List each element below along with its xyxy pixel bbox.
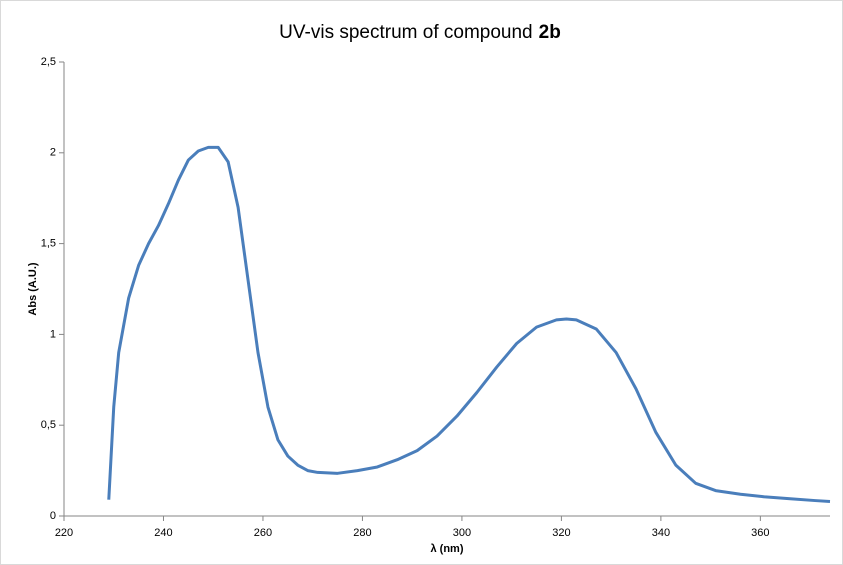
x-tick-label: 300	[453, 527, 471, 539]
y-tick-label: 2	[50, 147, 56, 159]
x-axis-label: λ (nm)	[431, 543, 464, 555]
title-emphasis: 2b	[539, 22, 561, 43]
y-axis-label: Abs (A.U.)	[27, 262, 39, 316]
title-text: UV-vis spectrum of compound	[279, 22, 532, 43]
y-tick-label: 0,5	[41, 419, 56, 431]
y-tick-label: 1	[50, 328, 56, 340]
y-tick-label: 2,5	[41, 56, 56, 68]
x-tick-label: 240	[154, 527, 172, 539]
chart-title: UV-vis spectrum of compound 2b	[279, 22, 561, 43]
x-tick-label: 340	[652, 527, 670, 539]
y-tick-label: 0	[50, 510, 56, 522]
x-tick-label: 220	[55, 527, 73, 539]
x-tick-label: 360	[751, 527, 769, 539]
x-tick-label: 260	[254, 527, 272, 539]
x-tick-label: 280	[353, 527, 371, 539]
y-tick-label: 1,5	[41, 238, 56, 250]
data-line	[107, 145, 831, 503]
x-tick-label: 320	[552, 527, 570, 539]
